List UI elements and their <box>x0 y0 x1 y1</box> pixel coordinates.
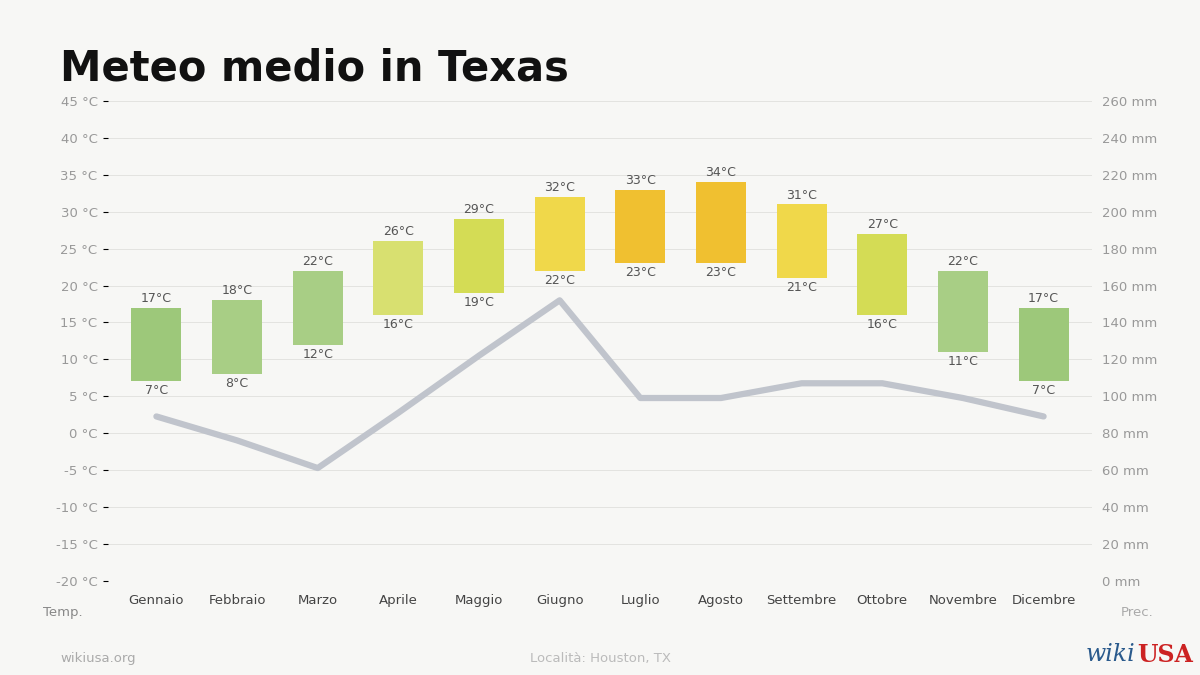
Text: Meteo medio in Texas: Meteo medio in Texas <box>60 47 569 89</box>
Bar <box>938 271 988 352</box>
Text: 32°C: 32°C <box>545 181 575 194</box>
Bar <box>696 182 746 263</box>
Bar <box>454 219 504 293</box>
Text: Temp.: Temp. <box>42 606 83 620</box>
Bar <box>616 190 665 263</box>
Text: Località: Houston, TX: Località: Houston, TX <box>529 651 671 665</box>
Text: 17°C: 17°C <box>1028 292 1060 304</box>
Text: 17°C: 17°C <box>140 292 172 304</box>
Text: 29°C: 29°C <box>463 203 494 216</box>
Bar <box>373 242 424 315</box>
Text: 21°C: 21°C <box>786 281 817 294</box>
Text: 22°C: 22°C <box>948 255 978 268</box>
Bar <box>857 234 907 315</box>
Bar <box>1019 308 1069 381</box>
Text: 22°C: 22°C <box>545 274 575 287</box>
Text: wiki: wiki <box>1086 643 1135 666</box>
Text: Prec.: Prec. <box>1121 606 1154 620</box>
Bar <box>293 271 343 344</box>
Text: 31°C: 31°C <box>786 188 817 202</box>
Text: 8°C: 8°C <box>226 377 248 390</box>
Text: 22°C: 22°C <box>302 255 334 268</box>
Text: 23°C: 23°C <box>625 267 655 279</box>
Text: 11°C: 11°C <box>948 355 978 368</box>
Bar <box>131 308 181 381</box>
Text: 16°C: 16°C <box>866 318 898 331</box>
Bar <box>776 205 827 278</box>
Text: 34°C: 34°C <box>706 167 737 180</box>
Bar <box>535 197 584 271</box>
Text: USA: USA <box>1138 643 1194 667</box>
Text: wikiusa.org: wikiusa.org <box>60 651 136 665</box>
Text: 19°C: 19°C <box>463 296 494 309</box>
Text: 26°C: 26°C <box>383 225 414 238</box>
Text: 18°C: 18°C <box>222 284 252 298</box>
Text: 7°C: 7°C <box>1032 384 1055 398</box>
Text: 16°C: 16°C <box>383 318 414 331</box>
Text: 23°C: 23°C <box>706 267 737 279</box>
Text: 12°C: 12°C <box>302 348 334 360</box>
Text: 7°C: 7°C <box>145 384 168 398</box>
Bar <box>212 300 262 374</box>
Text: 33°C: 33°C <box>625 173 655 187</box>
Text: 27°C: 27°C <box>866 218 898 231</box>
